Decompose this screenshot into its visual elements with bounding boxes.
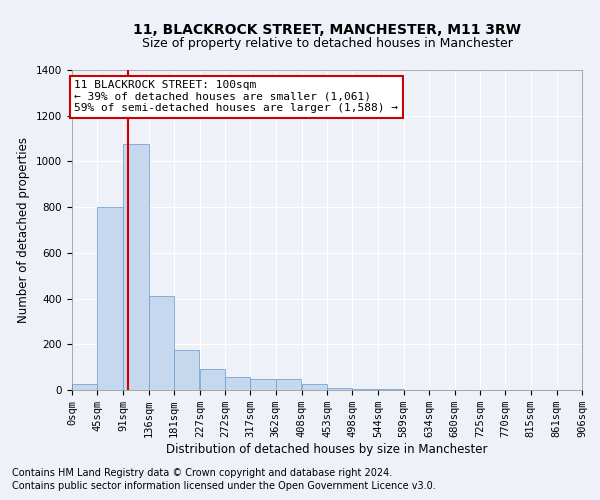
Bar bbox=[97, 207, 122, 390]
Bar bbox=[327, 388, 352, 390]
Y-axis label: Number of detached properties: Number of detached properties bbox=[17, 137, 31, 323]
Bar bbox=[174, 350, 199, 390]
Text: Contains public sector information licensed under the Open Government Licence v3: Contains public sector information licen… bbox=[12, 481, 436, 491]
Text: 11, BLACKROCK STREET, MANCHESTER, M11 3RW: 11, BLACKROCK STREET, MANCHESTER, M11 3R… bbox=[133, 22, 521, 36]
Text: Contains HM Land Registry data © Crown copyright and database right 2024.: Contains HM Land Registry data © Crown c… bbox=[12, 468, 392, 477]
X-axis label: Distribution of detached houses by size in Manchester: Distribution of detached houses by size … bbox=[166, 443, 488, 456]
Bar bbox=[225, 378, 250, 390]
Bar bbox=[200, 370, 225, 390]
Text: 11 BLACKROCK STREET: 100sqm
← 39% of detached houses are smaller (1,061)
59% of : 11 BLACKROCK STREET: 100sqm ← 39% of det… bbox=[74, 80, 398, 114]
Bar bbox=[352, 389, 377, 390]
Bar bbox=[302, 384, 327, 390]
Bar bbox=[72, 384, 97, 390]
Bar bbox=[123, 144, 149, 390]
Bar bbox=[149, 296, 174, 390]
Text: Size of property relative to detached houses in Manchester: Size of property relative to detached ho… bbox=[142, 38, 512, 51]
Bar bbox=[250, 378, 276, 390]
Bar bbox=[276, 378, 301, 390]
